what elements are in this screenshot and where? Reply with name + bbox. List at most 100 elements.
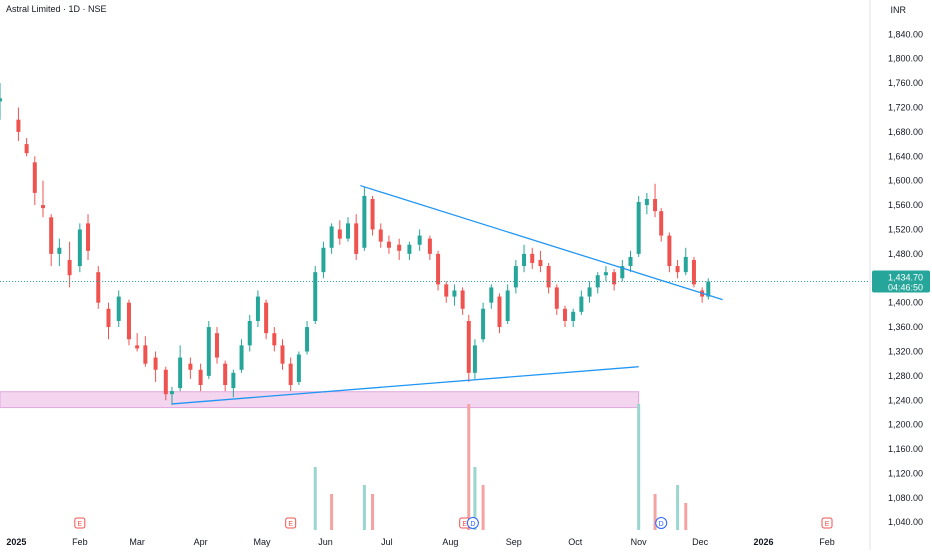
candle-body: [214, 333, 219, 358]
volume-bar: [473, 467, 477, 530]
time-axis[interactable]: 2025 Feb Mar Apr May Jun Jul Aug Sep Oct Nov Dec 202…: [6, 537, 834, 547]
volume-bar: [362, 485, 366, 530]
candle-body: [706, 281, 711, 297]
volume-bar: [467, 404, 471, 530]
price-tick-label: 1,200.00: [888, 420, 923, 430]
volume-bar: [653, 494, 657, 530]
price-tick-label: 1,640.00: [888, 151, 923, 161]
event-marker: [655, 517, 668, 529]
price-tick-label: 1,480.00: [888, 249, 923, 259]
candle-body: [16, 119, 21, 132]
candle-body: [126, 302, 131, 340]
candle-body: [264, 302, 269, 334]
candle-body: [620, 266, 625, 279]
candle-body: [96, 272, 101, 303]
time-tick-label: 2025: [6, 537, 26, 547]
candle-body: [683, 256, 688, 273]
candle-body: [452, 290, 457, 297]
candle-body: [178, 357, 183, 389]
ascending-trendline[interactable]: [171, 366, 639, 405]
time-tick-label: Dec: [692, 537, 709, 547]
candle-body: [546, 266, 551, 288]
candle-body: [337, 229, 342, 239]
candle-body: [530, 253, 535, 264]
candle-body: [653, 198, 658, 212]
candle-body: [57, 247, 62, 254]
time-tick-label: Jun: [318, 537, 333, 547]
time-tick-label: May: [254, 537, 272, 547]
price-tick-label: 1,120.00: [888, 468, 923, 478]
candle-body: [427, 238, 432, 254]
volume-bar: [637, 404, 641, 530]
price-tick-label: 1,240.00: [888, 395, 923, 405]
candle-body: [466, 320, 471, 373]
volume-bars: [313, 404, 688, 530]
price-tick-label: 1,600.00: [888, 176, 923, 186]
candle-body: [644, 198, 649, 206]
candle-body: [32, 162, 37, 193]
candle-body: [354, 223, 359, 254]
candle-body: [206, 327, 211, 376]
candle-body: [362, 195, 367, 248]
candle-body: [116, 296, 121, 321]
event-marker-label: D: [659, 521, 664, 528]
volume-bar: [330, 494, 334, 530]
candle-body: [188, 363, 193, 370]
last-price-badge: 1,434.70 04:46:50: [872, 270, 930, 293]
candle-body: [489, 287, 494, 303]
price-tick-label: 1,080.00: [888, 493, 923, 503]
candle-body: [407, 244, 412, 254]
candle-body: [612, 272, 617, 285]
candle-body: [675, 266, 680, 273]
candle-body: [169, 391, 174, 395]
candle-body: [417, 235, 422, 245]
candle-body: [40, 205, 45, 209]
descending-trendline[interactable]: [360, 184, 723, 301]
candle-body: [329, 226, 334, 248]
candle-body: [346, 223, 350, 239]
candle-body: [106, 308, 111, 328]
support-zone[interactable]: [0, 391, 640, 409]
price-tick-label: 1,840.00: [888, 29, 923, 39]
price-tick-label: 1,800.00: [888, 54, 923, 64]
candle-body: [24, 144, 29, 154]
volume-bar: [371, 494, 375, 530]
candle-body: [305, 327, 310, 352]
event-marker: [821, 517, 833, 529]
last-price-text: 1,434.70: [888, 273, 923, 283]
candle-body: [86, 223, 91, 251]
candle-body: [370, 198, 375, 230]
time-tick-label: Oct: [568, 537, 583, 547]
price-tick-label: 1,040.00: [888, 517, 923, 527]
candle-body: [49, 217, 54, 254]
candle-body: [288, 363, 293, 386]
candle-body: [280, 345, 285, 364]
candle-body: [231, 372, 236, 389]
candle-body: [239, 345, 244, 370]
candle-body: [436, 253, 441, 285]
price-tick-label: 1,560.00: [888, 200, 923, 210]
candle-body: [497, 296, 502, 328]
candle-body: [513, 266, 518, 288]
candle-body: [505, 290, 510, 321]
event-marker-label: E: [825, 521, 830, 528]
candle-body: [0, 98, 2, 102]
currency-label: INR: [890, 5, 907, 15]
candle-body: [603, 272, 608, 276]
candle-body: [562, 308, 567, 321]
time-tick-label: Jul: [381, 537, 393, 547]
symbol-title[interactable]: Astral Limited · 1D · NSE: [6, 4, 107, 14]
candle-body: [587, 287, 592, 297]
time-tick-label: Nov: [631, 537, 648, 547]
volume-bar: [481, 485, 485, 530]
candle-body: [255, 296, 260, 321]
candle-body: [135, 345, 140, 349]
candle-body: [67, 259, 72, 276]
candle-body: [472, 345, 477, 373]
candle-body: [77, 229, 82, 267]
price-tick-label: 1,520.00: [888, 224, 923, 234]
time-tick-label: Aug: [442, 537, 458, 547]
